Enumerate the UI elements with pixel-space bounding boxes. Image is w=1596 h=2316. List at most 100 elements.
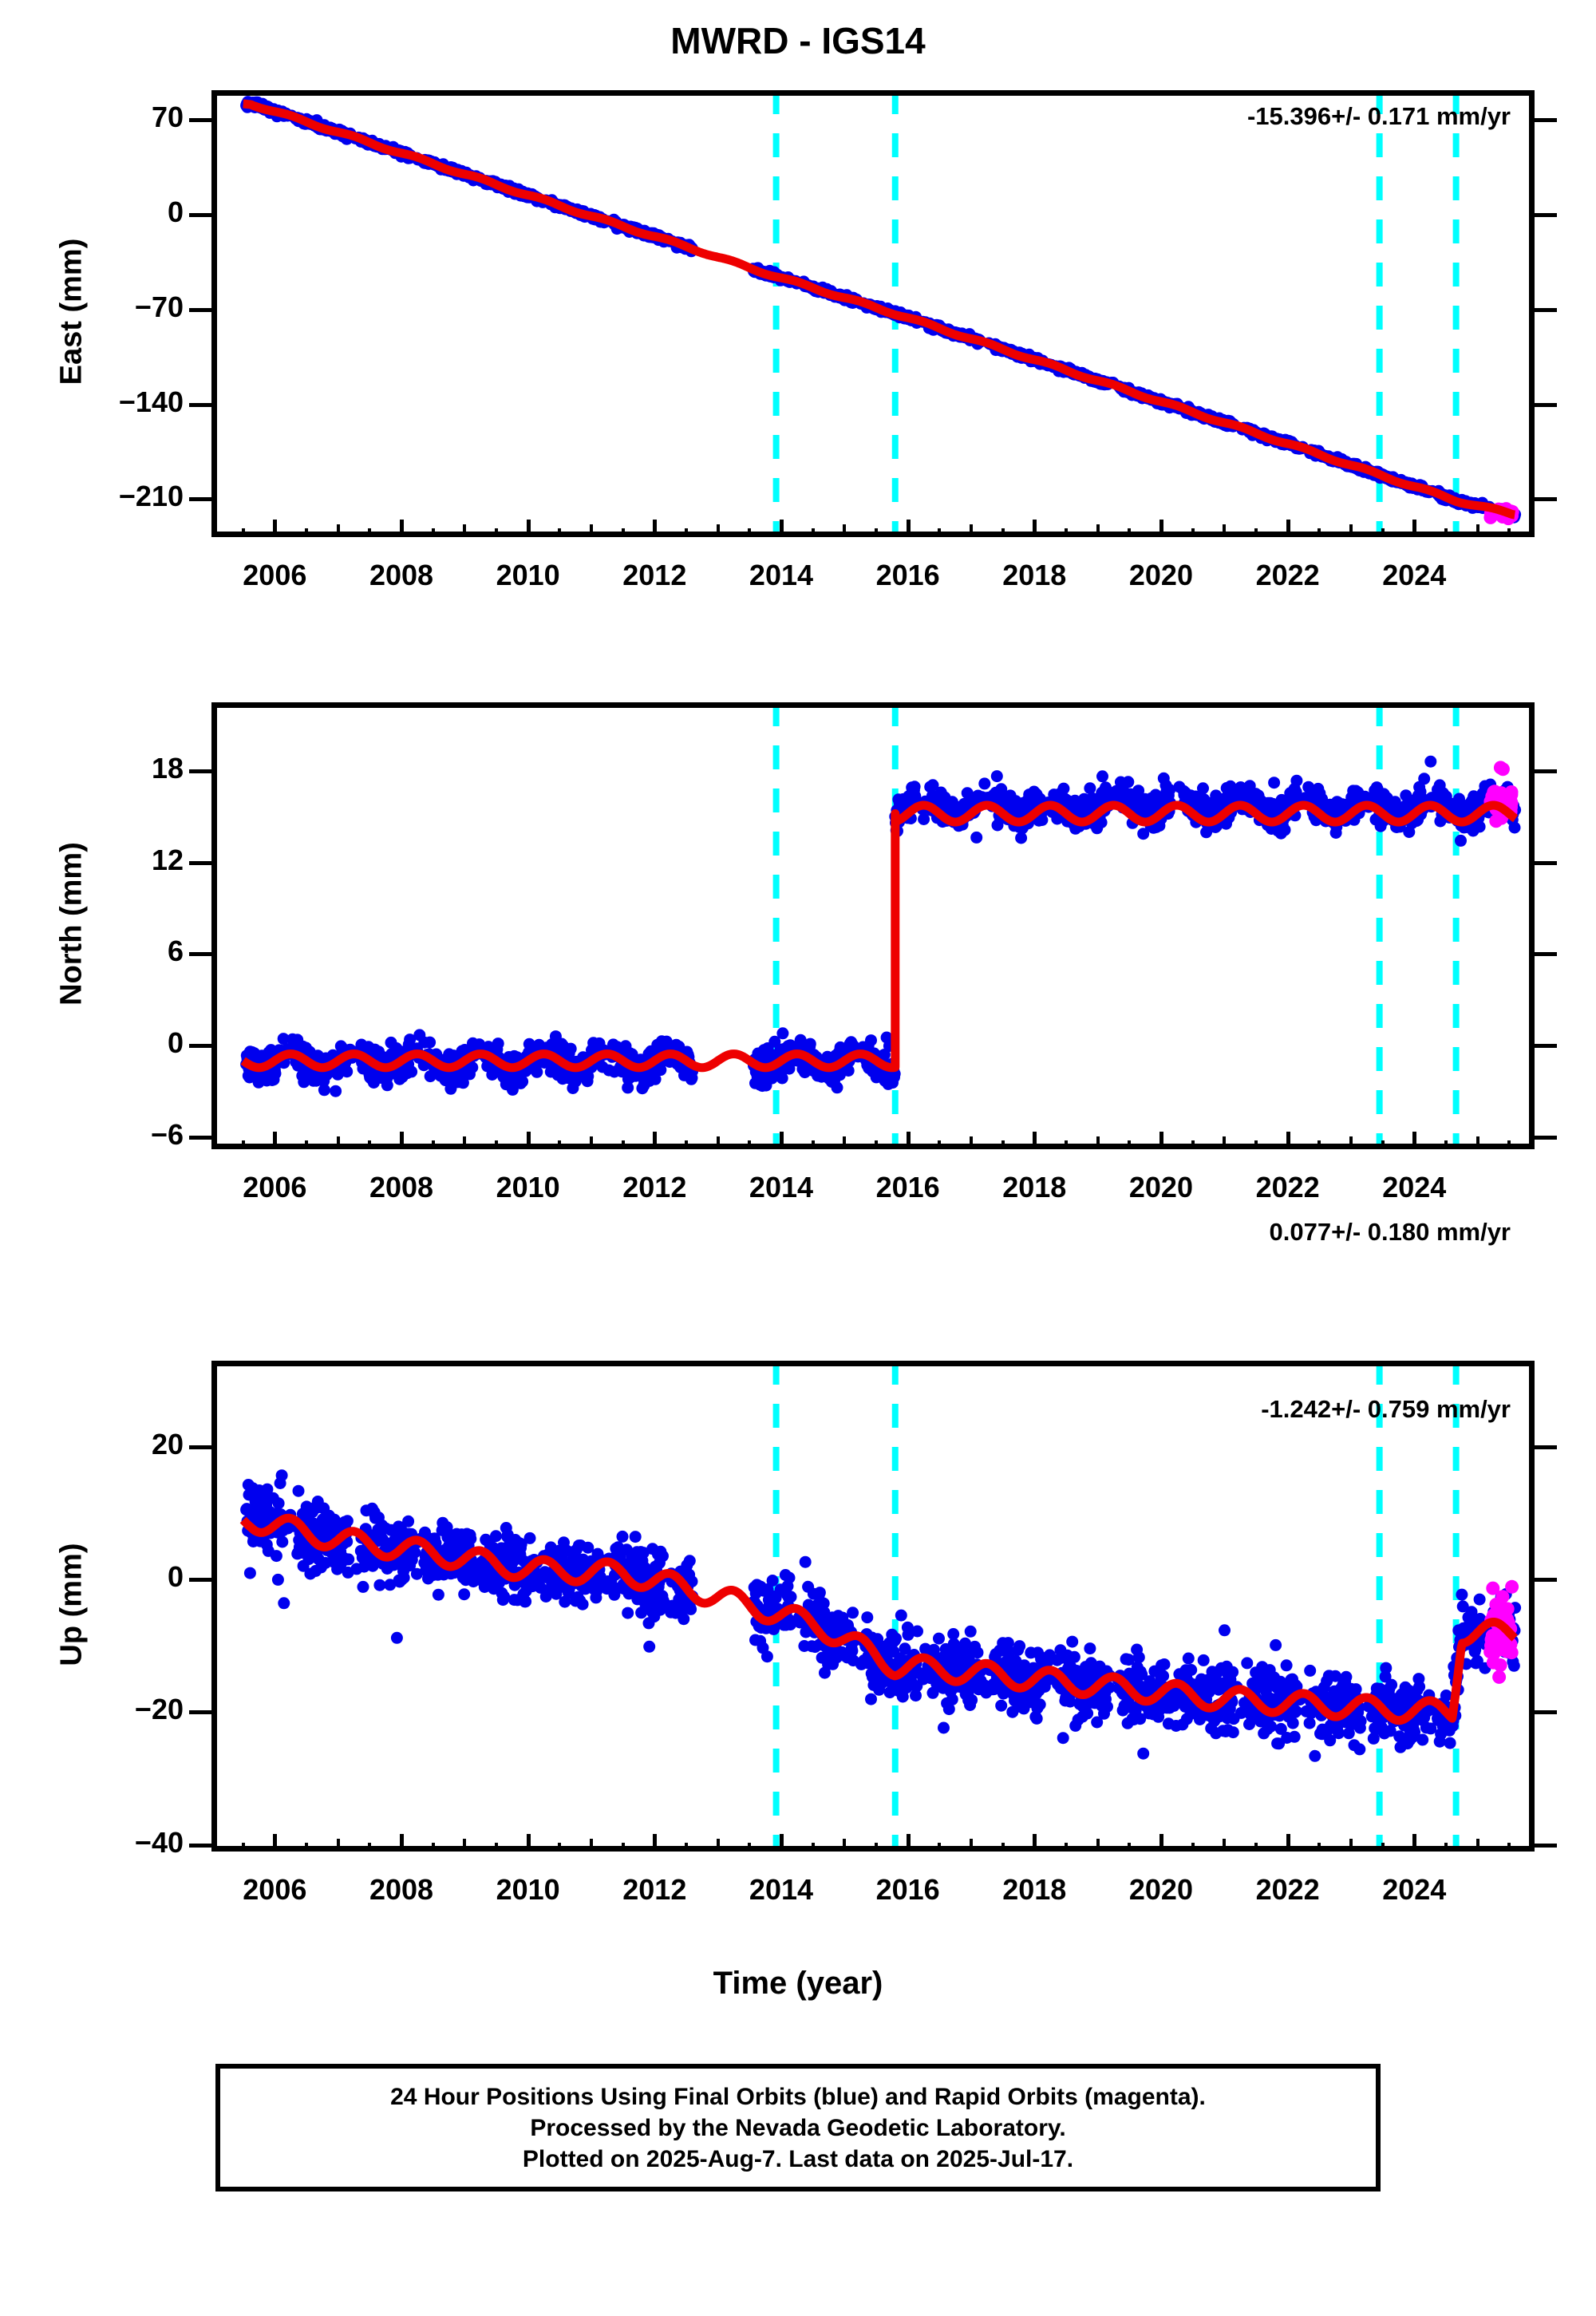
- east-ytick-4: −210: [118, 480, 184, 513]
- north-ytick-0: 18: [151, 752, 184, 785]
- north-ytick-mark: [189, 769, 215, 773]
- xtick-mark-2010: [526, 520, 531, 537]
- xtick-minor: [811, 1140, 815, 1149]
- north-rate-annotation: 0.077+/- 0.180 mm/yr: [1269, 1218, 1511, 1246]
- north-ytick-mark: [1531, 1044, 1557, 1049]
- xtick-mark-2008: [399, 1834, 404, 1852]
- xtick-minor: [368, 1843, 372, 1852]
- x-axis-label: Time (year): [713, 1966, 883, 2001]
- up-ytick-mark: [1531, 1445, 1557, 1450]
- east-ytick-mark: [189, 497, 215, 502]
- xtick-minor: [368, 528, 372, 537]
- east-ytick-mark: [189, 118, 215, 123]
- xtick-minor: [463, 524, 467, 537]
- xtick-2018: 2018: [1002, 1873, 1067, 1906]
- xtick-minor: [1317, 528, 1321, 537]
- north-ytick-2: 6: [167, 935, 184, 968]
- xtick-mark-2016: [906, 1834, 911, 1852]
- xtick-mark-2008: [399, 520, 404, 537]
- north-ytick-mark: [1531, 952, 1557, 957]
- xtick-minor: [843, 1136, 847, 1149]
- xtick-minor: [368, 1140, 372, 1149]
- xtick-minor: [1317, 1843, 1321, 1852]
- east-ytick-mark: [1531, 213, 1557, 218]
- xtick-2024: 2024: [1382, 1873, 1447, 1906]
- xtick-2014: 2014: [749, 559, 814, 591]
- north-ytick-mark: [1531, 860, 1557, 865]
- xtick-minor: [938, 1140, 942, 1149]
- xtick-2008: 2008: [369, 1873, 434, 1906]
- xtick-minor: [684, 1140, 688, 1149]
- xtick-minor: [1317, 1140, 1321, 1149]
- xtick-minor: [304, 1843, 308, 1852]
- xtick-minor: [1507, 1843, 1511, 1852]
- xtick-minor: [558, 1140, 562, 1149]
- xtick-minor: [1096, 1136, 1100, 1149]
- east-ytick-mark: [1531, 118, 1557, 123]
- xtick-minor: [431, 1843, 435, 1852]
- up-ytick-1: 0: [167, 1560, 184, 1594]
- xtick-minor: [874, 1843, 878, 1852]
- east-ytick-1: 0: [167, 196, 184, 229]
- up-ytick-0: 20: [151, 1428, 184, 1461]
- xtick-mark-2016: [906, 1132, 911, 1149]
- xtick-2012: 2012: [622, 559, 687, 591]
- xtick-mark-2018: [1033, 520, 1037, 537]
- xtick-minor: [494, 1140, 498, 1149]
- xtick-minor: [748, 528, 752, 537]
- xtick-minor: [1001, 1843, 1005, 1852]
- xtick-minor: [1349, 1839, 1353, 1852]
- xtick-2016: 2016: [875, 1873, 940, 1906]
- xtick-2024: 2024: [1382, 1171, 1447, 1203]
- xtick-minor: [874, 1140, 878, 1149]
- xtick-minor: [1349, 1136, 1353, 1149]
- east-ytick-2: −70: [134, 290, 184, 323]
- xtick-mark-2024: [1412, 1834, 1417, 1852]
- xtick-minor: [1349, 524, 1353, 537]
- xtick-minor: [1476, 1839, 1479, 1852]
- xtick-2014: 2014: [749, 1873, 814, 1906]
- xtick-2010: 2010: [496, 559, 560, 591]
- xtick-minor: [874, 528, 878, 537]
- xtick-minor: [811, 528, 815, 537]
- panel-up: [211, 1361, 1535, 1852]
- xtick-minor: [589, 524, 593, 537]
- xtick-mark-2020: [1159, 1132, 1163, 1149]
- xtick-minor: [1001, 1140, 1005, 1149]
- up-ytick-mark: [189, 1710, 215, 1715]
- east-rate-annotation: -15.396+/- 0.171 mm/yr: [1246, 102, 1511, 130]
- xtick-mark-2016: [906, 520, 911, 537]
- xtick-minor: [241, 1140, 245, 1149]
- north-ytick-mark: [189, 1044, 215, 1049]
- xtick-minor: [621, 528, 625, 537]
- xtick-mark-2014: [779, 520, 784, 537]
- up-plot-frame: [211, 1361, 1535, 1852]
- xtick-mark-2024: [1412, 520, 1417, 537]
- xtick-minor: [1223, 1839, 1227, 1852]
- xtick-minor: [336, 524, 340, 537]
- north-ytick-mark: [189, 860, 215, 865]
- xtick-mark-2014: [779, 1834, 784, 1852]
- xtick-2016: 2016: [875, 559, 940, 591]
- up-ytick-2: −20: [134, 1693, 184, 1726]
- up-plot-area: [239, 1361, 1522, 1852]
- panel-east: [211, 90, 1535, 537]
- trajectory-model-line: [239, 99, 1519, 520]
- up-rate-annotation: -1.242+/- 0.759 mm/yr: [1261, 1395, 1511, 1423]
- xtick-2020: 2020: [1128, 1873, 1193, 1906]
- xtick-minor: [716, 1839, 720, 1852]
- xtick-minor: [241, 1843, 245, 1852]
- xtick-mark-2020: [1159, 520, 1163, 537]
- xtick-mark-2020: [1159, 1834, 1163, 1852]
- xtick-mark-2006: [273, 1132, 278, 1149]
- xtick-minor: [1381, 1140, 1385, 1149]
- xtick-mark-2022: [1286, 1834, 1290, 1852]
- xtick-minor: [1064, 1140, 1068, 1149]
- xtick-minor: [1191, 528, 1195, 537]
- xtick-minor: [494, 528, 498, 537]
- east-ytick-mark: [189, 213, 215, 218]
- caption-box: 24 Hour Positions Using Final Orbits (bl…: [215, 2064, 1381, 2192]
- east-ytick-mark: [1531, 402, 1557, 407]
- xtick-minor: [843, 1839, 847, 1852]
- up-ytick-3: −40: [134, 1825, 184, 1859]
